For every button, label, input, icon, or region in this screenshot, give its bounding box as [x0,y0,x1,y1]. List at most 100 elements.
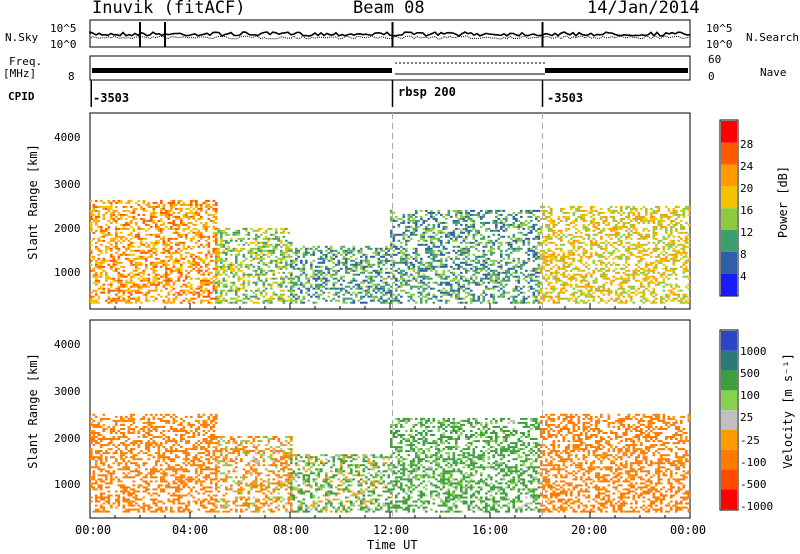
data-cell [545,257,548,260]
data-cell [302,285,306,288]
data-cell [262,281,266,284]
data-cell [152,241,156,244]
data-cell [145,237,148,240]
data-cell [640,283,643,286]
data-cell [117,287,121,290]
data-cell [247,233,251,236]
data-cell [530,287,533,290]
data-cell [682,269,686,272]
data-cell [195,297,198,300]
data-cell [165,215,168,218]
data-cell [140,263,143,266]
data-cell [485,265,488,268]
data-cell [207,271,211,274]
data-cell [570,249,573,252]
data-cell [607,235,611,238]
data-cell [640,251,643,254]
data-cell [295,247,298,250]
data-cell [270,295,273,298]
data-cell [462,257,466,260]
data-cell [115,219,118,222]
data-cell [460,249,463,252]
data-cell [207,289,211,292]
data-cell [600,215,603,218]
data-cell [90,227,93,230]
data-cell [495,225,498,228]
data-cell [185,277,188,280]
data-cell [532,237,536,240]
data-cell [412,217,416,220]
data-cell [177,217,181,220]
data-cell [367,259,371,262]
data-cell [467,231,471,234]
data-cell [215,295,218,298]
data-cell [382,287,386,290]
data-cell [390,217,393,220]
data-cell [612,269,616,272]
data-cell [215,241,218,244]
data-cell [680,297,683,300]
data-cell [340,275,343,278]
data-cell [430,269,433,272]
data-cell [282,253,286,256]
data-cell [242,255,246,258]
data-cell [167,239,171,242]
data-cell [257,267,261,270]
data-cell [270,283,273,286]
data-cell [490,251,493,254]
data-cell [500,283,503,286]
data-cell [367,295,371,298]
data-cell [517,231,521,234]
data-cell [440,283,443,286]
data-cell [632,205,636,208]
data-cell [427,281,431,284]
data-cell [225,273,228,276]
data-cell [100,480,103,483]
data-cell [492,271,496,274]
data-cell [127,297,131,300]
data-cell [135,233,138,236]
data-cell [530,277,533,280]
data-cell [287,281,291,284]
data-cell [455,295,458,298]
data-cell [205,235,208,238]
data-cell [492,285,496,288]
data-cell [587,237,591,240]
data-cell [455,275,458,278]
data-cell [487,299,491,302]
data-cell [165,213,168,216]
data-cell [217,269,221,272]
data-cell [672,255,676,258]
data-cell [332,285,336,288]
data-cell [517,223,521,226]
data-cell [90,442,93,445]
data-cell [482,255,486,258]
data-cell [590,255,593,258]
data-cell [297,279,301,282]
data-cell [652,287,656,290]
data-cell [222,239,226,242]
data-cell [580,289,583,292]
data-cell [100,484,103,487]
data-cell [517,239,521,242]
data-cell [365,269,368,272]
data-cell [572,299,576,302]
data-cell [157,241,161,244]
data-cell [110,217,113,220]
data-cell [180,199,183,202]
data-cell [292,295,296,298]
data-cell [452,271,456,274]
data-cell [207,205,211,208]
data-cell [482,267,486,270]
data-cell [540,289,543,292]
data-cell [272,233,276,236]
data-cell [345,263,348,266]
data-cell [442,265,446,268]
data-cell [670,227,673,230]
data-cell [682,263,686,266]
data-cell [652,249,656,252]
data-cell [427,263,431,266]
data-cell [337,261,341,264]
data-cell [392,263,396,266]
